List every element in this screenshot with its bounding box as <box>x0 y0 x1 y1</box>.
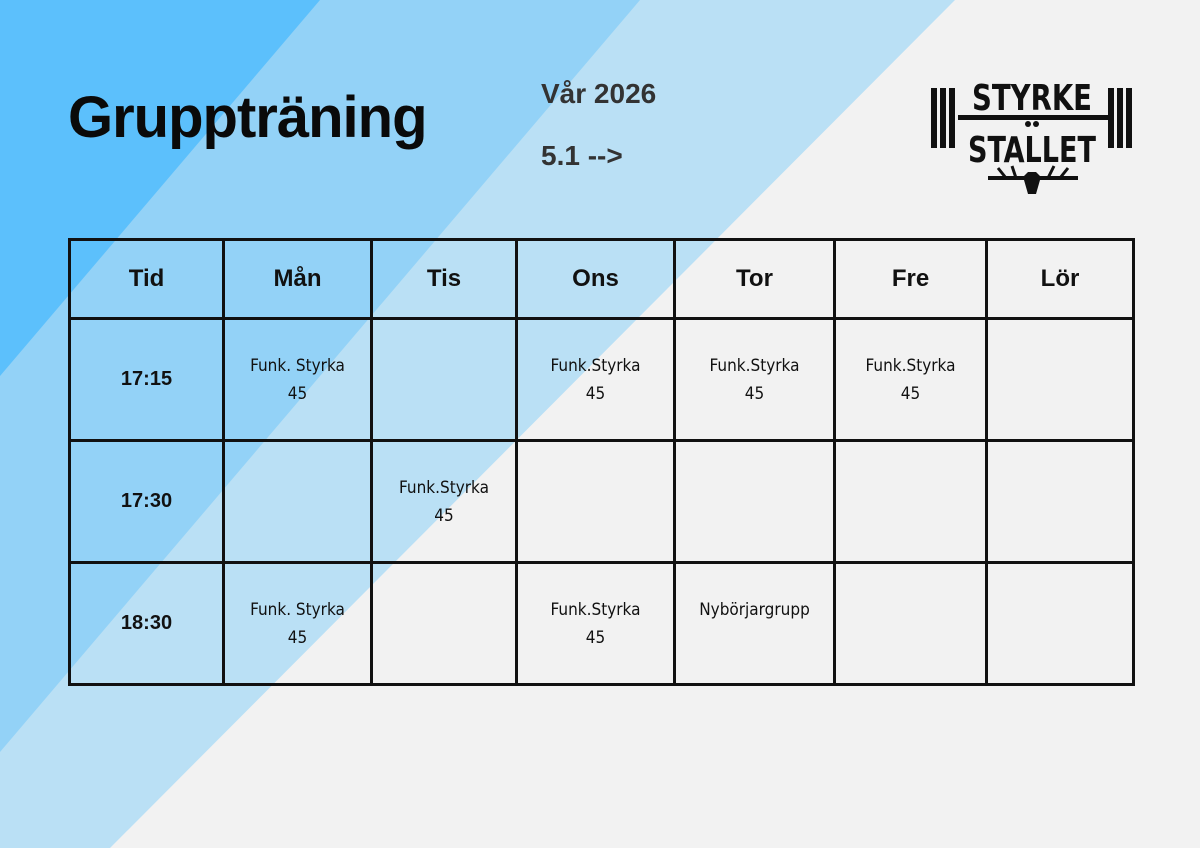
time-cell: 18:30 <box>68 561 225 686</box>
class-cell: Funk.Styrka 45 <box>515 317 676 442</box>
class-cell <box>985 561 1135 686</box>
svg-text:STALLET: STALLET <box>968 130 1096 171</box>
class-duration: 45 <box>744 384 765 404</box>
class-name: Funk.Styrka <box>550 356 641 376</box>
time-cell: 17:30 <box>68 439 225 564</box>
class-duration: 45 <box>287 384 308 404</box>
column-header: Fre <box>833 238 988 320</box>
styrke-stallet-logo: STYRKE STALLET <box>931 78 1132 194</box>
class-cell: Nybörjargrupp <box>673 561 836 686</box>
class-duration: 45 <box>585 384 606 404</box>
class-cell <box>985 439 1135 564</box>
class-cell <box>515 439 676 564</box>
schedule-table: Tid Mån Tis Ons Tor Fre Lör 17:15 Funk. Styrka 4… <box>68 238 1135 686</box>
column-header: Tid <box>68 238 225 320</box>
svg-text:STYRKE: STYRKE <box>972 78 1092 119</box>
class-cell: Funk. Styrka 45 <box>222 317 373 442</box>
column-header: Lör <box>985 238 1135 320</box>
class-cell: Funk.Styrka 45 <box>673 317 836 442</box>
column-header: Ons <box>515 238 676 320</box>
table-row: 17:15 Funk. Styrka 45 Funk.Styrka 45 Funk.Sty… <box>68 317 1135 442</box>
class-cell <box>222 439 373 564</box>
page-title: Gruppträning <box>68 85 428 150</box>
class-cell: Funk.Styrka 45 <box>370 439 518 564</box>
start-date: 5.1 --> <box>541 140 623 171</box>
column-header: Tis <box>370 238 518 320</box>
class-name: Nybörjargrupp <box>699 600 810 620</box>
time-cell: 17:15 <box>68 317 225 442</box>
class-cell <box>833 439 988 564</box>
class-duration: 45 <box>900 384 921 404</box>
class-duration: 45 <box>585 628 606 648</box>
class-cell: Funk.Styrka 45 <box>833 317 988 442</box>
header-row: Tid Mån Tis Ons Tor Fre Lör <box>68 238 1135 320</box>
class-cell <box>985 317 1135 442</box>
class-name: Funk.Styrka <box>550 600 641 620</box>
class-name: Funk. Styrka <box>250 600 345 620</box>
class-cell <box>370 561 518 686</box>
class-cell <box>673 439 836 564</box>
column-header: Mån <box>222 238 373 320</box>
class-cell <box>833 561 988 686</box>
class-cell <box>370 317 518 442</box>
class-name: Funk.Styrka <box>399 478 489 498</box>
class-name: Funk.Styrka <box>709 356 800 376</box>
class-duration: 45 <box>287 628 308 648</box>
class-cell: Funk.Styrka 45 <box>515 561 676 686</box>
column-header: Tor <box>673 238 836 320</box>
season-label: Vår 2026 <box>541 78 657 109</box>
class-duration: 45 <box>434 506 454 526</box>
class-name: Funk. Styrka <box>250 356 345 376</box>
table-row: 17:30 Funk.Styrka 45 <box>68 439 1135 564</box>
class-cell: Funk. Styrka 45 <box>222 561 373 686</box>
table-row: 18:30 Funk. Styrka 45 Funk.Styrka 45 Nybörjar… <box>68 561 1135 686</box>
class-name: Funk.Styrka <box>865 356 956 376</box>
